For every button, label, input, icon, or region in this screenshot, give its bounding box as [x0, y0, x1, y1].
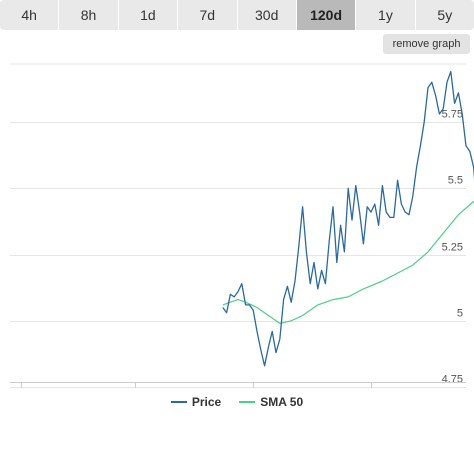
range-button-1d[interactable]: 1d — [119, 0, 179, 30]
chart-legend: Price SMA 50 — [0, 392, 474, 412]
range-button-5y[interactable]: 5y — [437, 7, 453, 23]
range-button-7d[interactable]: 7d — [178, 0, 238, 30]
range-button-1y[interactable]: 1y — [356, 0, 416, 30]
range-button-120d[interactable]: 120d — [296, 0, 357, 30]
legend-label-price: Price — [191, 395, 222, 409]
legend-item-sma-50[interactable]: SMA 50 — [239, 395, 303, 409]
y-tick-label: 4.75 — [442, 374, 463, 386]
y-tick-label: 5.5 — [448, 175, 463, 187]
y-tick-label: 5.25 — [442, 242, 463, 254]
legend-label-sma-50: SMA 50 — [260, 395, 304, 409]
range-button-4h[interactable]: 4h — [0, 0, 60, 30]
remove-graph-button[interactable]: remove graph — [383, 34, 470, 54]
series-line-price — [222, 70, 474, 367]
legend-swatch-sma-50 — [239, 401, 256, 403]
range-button-8h[interactable]: 8h — [59, 0, 119, 30]
sma-series — [222, 200, 474, 324]
price-series — [222, 70, 474, 367]
y-tick-label: 5 — [457, 308, 463, 320]
series-line-sma-50 — [222, 200, 474, 324]
range-button-30d[interactable]: 30d — [238, 0, 297, 30]
y-tick-label: 5.75 — [442, 109, 463, 121]
legend-item-price[interactable]: Price — [170, 395, 222, 409]
time-range-selector: 4h 8h 1d 7d 30d 120d 1y 5y — [0, 0, 474, 30]
legend-swatch-price — [170, 401, 187, 403]
grid-lines — [10, 63, 466, 388]
